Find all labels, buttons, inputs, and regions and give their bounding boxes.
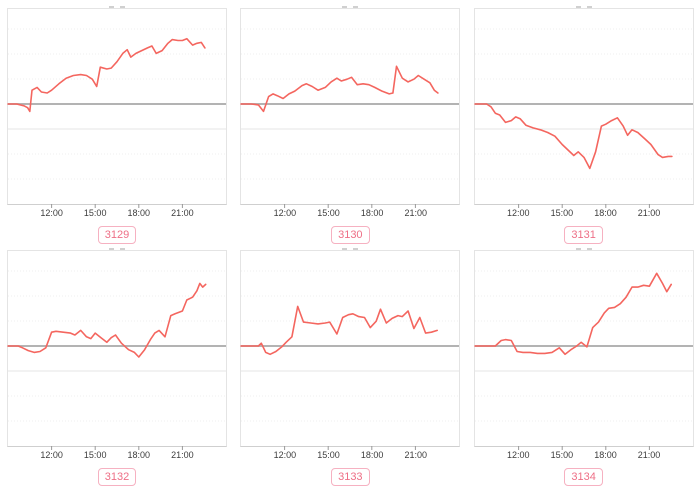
clipped-title-remnant: [240, 248, 460, 250]
clipped-title-remnant: [7, 248, 227, 250]
mini-chart-cell: 12:00 15:00 18:00 21:00 3129: [0, 0, 233, 248]
x-tick-label: 21:00: [404, 208, 427, 218]
line-chart-svg: [7, 28, 226, 208]
chart-id-link[interactable]: 3132: [97, 468, 137, 486]
mini-chart-inner: 12:00 15:00 18:00 21:00 3129: [0, 0, 233, 244]
mini-chart-cell: 12:00 15:00 18:00 21:00 3134: [467, 248, 700, 497]
mini-chart-cell: 12:00 15:00 18:00 21:00 3133: [233, 248, 466, 497]
clipped-title-remnant: [474, 6, 694, 8]
x-tick-label: 18:00: [360, 450, 384, 460]
series-line: [473, 103, 673, 170]
mini-chart-inner: 12:00 15:00 18:00 21:00 3134: [467, 248, 700, 486]
mini-chart-inner: 12:00 15:00 18:00 21:00 3130: [233, 0, 466, 244]
x-tick-label: 15:00: [317, 208, 340, 218]
x-axis-tick-labels: 12:00 15:00 18:00 21:00: [240, 448, 460, 462]
chart-id-link[interactable]: 3133: [331, 468, 370, 486]
chart-id-link[interactable]: 3129: [97, 226, 137, 244]
chart-id-link[interactable]: 3131: [564, 226, 603, 244]
mini-chart-cell: 12:00 15:00 18:00 21:00 3130: [233, 0, 466, 248]
series-line: [473, 272, 672, 356]
x-tick-label: 12:00: [40, 450, 63, 460]
chart-id-chip-wrap: 3130: [240, 225, 460, 244]
plot-area: [7, 8, 227, 208]
plot-area: [240, 8, 461, 208]
series-line: [240, 65, 440, 113]
mini-chart-cell: 12:00 15:00 18:00 21:00 3132: [0, 248, 233, 497]
clipped-title-remnant: [240, 6, 460, 8]
mini-chart-cell: 12:00 15:00 18:00 21:00 3131: [467, 0, 700, 248]
series-line: [7, 282, 207, 358]
plot-area: [473, 8, 694, 208]
x-tick-label: 12:00: [273, 208, 297, 218]
clipped-title-remnant: [474, 248, 694, 250]
x-tick-label: 18:00: [127, 450, 151, 460]
clipped-title-remnant: [7, 6, 227, 8]
line-chart-svg: [473, 28, 693, 208]
x-tick-label: 15:00: [550, 208, 574, 218]
x-tick-label: 18:00: [127, 208, 151, 218]
line-chart-svg: [240, 28, 460, 208]
line-chart-svg: [7, 270, 226, 450]
x-tick-label: 12:00: [40, 208, 63, 218]
line-chart-svg: [240, 270, 460, 450]
x-tick-label: 21:00: [637, 208, 661, 218]
x-tick-label: 12:00: [506, 208, 530, 218]
chart-id-chip-wrap: 3129: [7, 225, 227, 244]
x-axis-tick-labels: 12:00 15:00 18:00 21:00: [7, 206, 227, 220]
mini-chart-inner: 12:00 15:00 18:00 21:00 3133: [233, 248, 466, 486]
x-axis-tick-labels: 12:00 15:00 18:00 21:00: [474, 206, 694, 220]
chart-id-link[interactable]: 3134: [564, 468, 603, 486]
x-axis-tick-labels: 12:00 15:00 18:00 21:00: [7, 448, 227, 462]
x-tick-label: 18:00: [594, 208, 617, 218]
x-axis-tick-labels: 12:00 15:00 18:00 21:00: [474, 448, 694, 462]
x-tick-label: 15:00: [550, 450, 574, 460]
x-tick-label: 21:00: [637, 450, 661, 460]
plot-area: [7, 250, 227, 450]
x-tick-label: 21:00: [404, 450, 427, 460]
x-tick-label: 15:00: [83, 450, 107, 460]
x-tick-label: 18:00: [594, 450, 617, 460]
chart-id-chip-wrap: 3132: [7, 467, 227, 486]
x-tick-label: 15:00: [83, 208, 107, 218]
x-tick-label: 18:00: [360, 208, 384, 218]
chart-id-chip-wrap: 3131: [474, 225, 694, 244]
line-chart-svg: [473, 270, 693, 450]
x-tick-label: 21:00: [171, 208, 194, 218]
chart-id-chip-wrap: 3133: [240, 467, 460, 486]
x-tick-label: 12:00: [273, 450, 297, 460]
x-tick-label: 15:00: [317, 450, 340, 460]
series-line: [7, 37, 206, 113]
x-tick-label: 21:00: [171, 450, 194, 460]
chart-id-link[interactable]: 3130: [331, 226, 370, 244]
series-line: [240, 305, 439, 356]
x-tick-label: 12:00: [506, 450, 530, 460]
x-axis-tick-labels: 12:00 15:00 18:00 21:00: [240, 206, 460, 220]
plot-area: [240, 250, 461, 450]
plot-area: [473, 250, 694, 450]
chart-id-chip-wrap: 3134: [474, 467, 694, 486]
mini-chart-inner: 12:00 15:00 18:00 21:00 3131: [467, 0, 700, 244]
mini-chart-inner: 12:00 15:00 18:00 21:00 3132: [0, 248, 233, 486]
